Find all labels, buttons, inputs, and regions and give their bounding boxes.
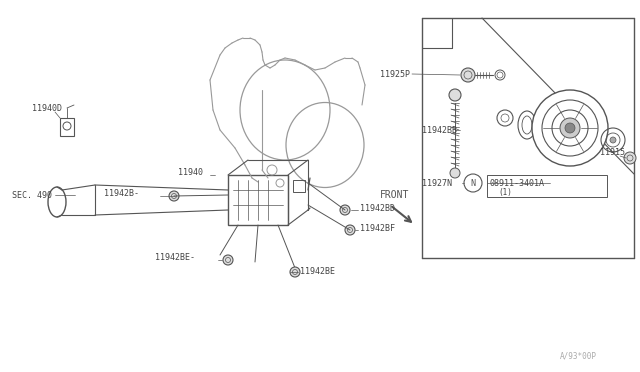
Circle shape (223, 255, 233, 265)
Text: 11942BF: 11942BF (360, 224, 395, 232)
Circle shape (461, 68, 475, 82)
Bar (228, 175, 288, 225)
Circle shape (532, 90, 608, 166)
Text: 11942B-: 11942B- (104, 189, 139, 198)
Text: 08911-3401A: 08911-3401A (490, 179, 545, 187)
Text: 11942BE-: 11942BE- (155, 253, 195, 263)
Text: 11940: 11940 (178, 167, 203, 176)
Text: 11942BB: 11942BB (422, 125, 457, 135)
Text: A/93*00P: A/93*00P (560, 352, 597, 360)
Circle shape (565, 123, 575, 133)
Circle shape (450, 168, 460, 178)
Circle shape (290, 267, 300, 277)
Bar (487, 175, 607, 197)
Circle shape (560, 118, 580, 138)
Text: SEC. 490: SEC. 490 (12, 190, 52, 199)
Text: (1): (1) (498, 187, 512, 196)
Bar (60, 118, 74, 136)
Circle shape (610, 137, 616, 143)
Text: 11925P: 11925P (380, 70, 410, 78)
Bar (293, 180, 305, 192)
Circle shape (169, 191, 179, 201)
Text: FRONT: FRONT (380, 190, 410, 200)
Text: N: N (470, 179, 476, 187)
Circle shape (340, 205, 350, 215)
Circle shape (449, 89, 461, 101)
Text: 11915: 11915 (600, 148, 625, 157)
Circle shape (345, 225, 355, 235)
Text: 11942BD: 11942BD (360, 203, 395, 212)
Circle shape (624, 152, 636, 164)
Circle shape (464, 174, 482, 192)
Text: 11940D: 11940D (32, 103, 62, 112)
Text: 11942BE: 11942BE (300, 267, 335, 276)
Text: 11927N: 11927N (422, 179, 452, 187)
